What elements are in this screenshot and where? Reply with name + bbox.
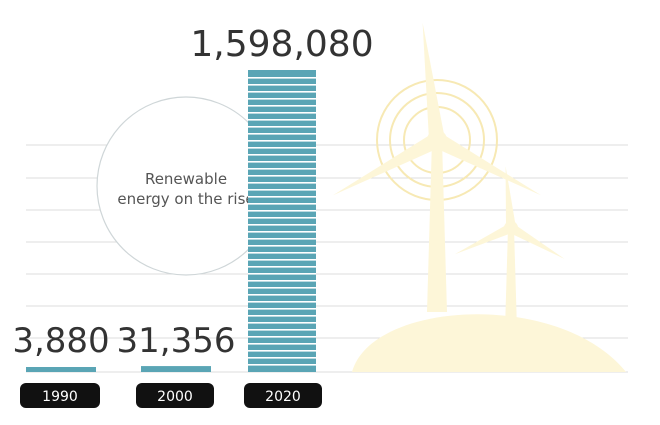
callout-line-1: Renewable: [145, 170, 227, 188]
turbine-blade: [332, 132, 441, 196]
bar-stripe: [248, 210, 316, 212]
turbine-hub: [504, 221, 518, 235]
bar: [141, 366, 211, 372]
bar-stripe: [248, 301, 316, 303]
bar-stripe: [248, 168, 316, 170]
bar-stripe: [248, 112, 316, 114]
bar-stripe: [248, 98, 316, 100]
bar-stripe: [248, 231, 316, 233]
turbine-tower: [427, 140, 447, 312]
bar-stripe: [248, 336, 316, 338]
callout-line-2: energy on the rise: [117, 190, 254, 208]
bar-stripe: [248, 133, 316, 135]
bar-stripe: [248, 280, 316, 282]
bar-stripe: [248, 196, 316, 198]
turbine-hub: [427, 130, 447, 150]
bars: [26, 70, 316, 372]
year-label: 2020: [265, 389, 301, 405]
bar-stripe: [248, 154, 316, 156]
bar-stripe: [248, 329, 316, 331]
bar-stripe: [248, 252, 316, 254]
year-label: 1990: [42, 389, 78, 405]
bar-2020: [248, 70, 316, 372]
bar-stripe: [248, 161, 316, 163]
bar-stripe: [248, 259, 316, 261]
bar-stripe: [248, 238, 316, 240]
bar-stripe: [248, 105, 316, 107]
year-pill: 1990: [20, 383, 100, 408]
bar-stripe: [248, 364, 316, 366]
value-label: 31,356: [117, 321, 236, 361]
bar-stripe: [248, 308, 316, 310]
bar-stripe: [248, 266, 316, 268]
turbine-blade: [422, 22, 445, 141]
bar-stripe: [248, 357, 316, 359]
turbine-blade: [433, 132, 542, 196]
bar: [26, 367, 96, 372]
bar-stripe: [248, 294, 316, 296]
bar: [248, 70, 316, 372]
value-label: 3,880: [12, 321, 109, 361]
bar-stripe: [248, 273, 316, 275]
bar-stripe: [248, 182, 316, 184]
bar-stripe: [248, 203, 316, 205]
bar-stripe: [248, 350, 316, 352]
bar-stripe: [248, 119, 316, 121]
turbine-blade: [508, 223, 565, 259]
bar-stripe: [248, 315, 316, 317]
bar-stripe: [248, 245, 316, 247]
turbine-tower: [505, 228, 517, 330]
bar-stripe: [248, 217, 316, 219]
turbine-hill: [352, 314, 626, 372]
bar-stripe: [248, 322, 316, 324]
year-pill: 2020: [244, 383, 322, 408]
bar-stripe: [248, 91, 316, 93]
value-labels: 3,880 31,356 1,598,080: [12, 24, 373, 361]
year-pill: 2000: [136, 383, 214, 408]
year-label: 2000: [157, 389, 193, 405]
bar-stripe: [248, 224, 316, 226]
year-pill-bg: [136, 383, 214, 408]
value-label: 1,598,080: [190, 24, 373, 65]
bar-stripe: [248, 175, 316, 177]
bar-stripe: [248, 147, 316, 149]
bar-1990: [26, 367, 96, 372]
turbine-blade: [454, 223, 514, 255]
bar-stripe: [248, 287, 316, 289]
bar-2000: [141, 366, 211, 372]
bar-stripe: [248, 343, 316, 345]
year-pill-bg: [20, 383, 100, 408]
turbine-blade: [505, 166, 516, 229]
big-turbine: [332, 22, 542, 312]
small-turbine: [454, 166, 565, 330]
bar-stripe: [248, 140, 316, 142]
wind-turbine-icon: [332, 22, 626, 372]
bar-stripe: [248, 126, 316, 128]
year-pill-bg: [244, 383, 322, 408]
bar-stripe: [248, 84, 316, 86]
bar-stripe: [248, 77, 316, 79]
bar-stripe: [248, 189, 316, 191]
year-labels: 1990 2000 2020: [20, 383, 322, 408]
